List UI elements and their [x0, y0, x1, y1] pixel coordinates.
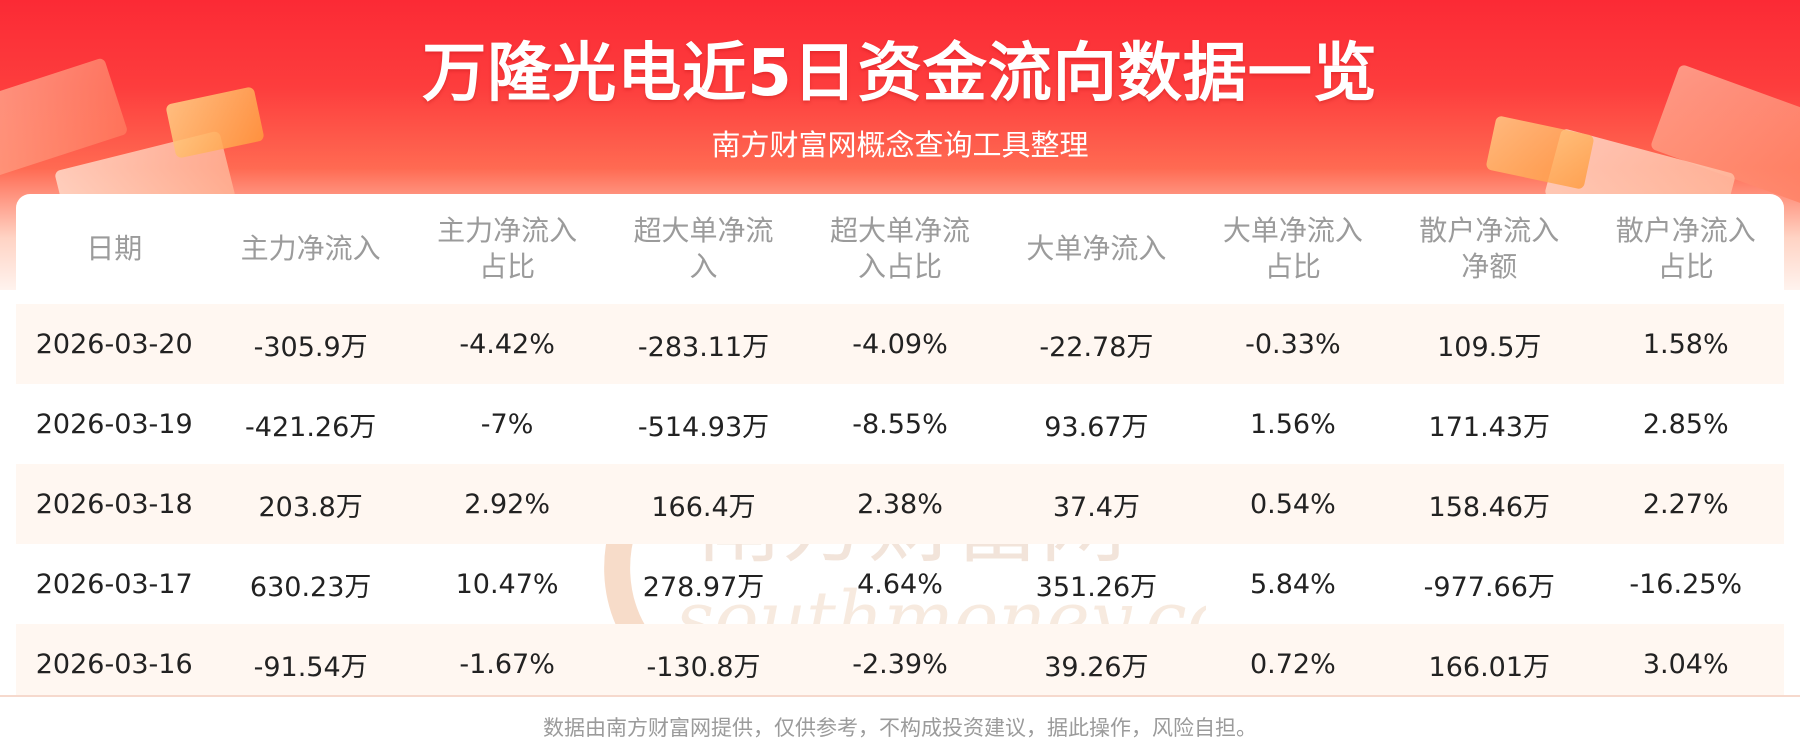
table-cell: 203.8万 [212, 464, 409, 544]
table-cell: -1.67% [408, 624, 606, 696]
table-cell: -16.25% [1629, 568, 1743, 600]
column-header: 散户净流入 净额 [1391, 194, 1587, 304]
table-cell: 2026-03-17 [35, 568, 193, 600]
table-cell: -421.26万 [245, 411, 377, 443]
page-subtitle: 南方财富网概念查询工具整理 [711, 128, 1089, 162]
column-header: 大单净流入 [998, 194, 1194, 304]
table-cell: -977.66万 [1423, 571, 1555, 603]
table-cell: -91.54万 [212, 624, 409, 696]
table-cell: 171.43万 [1428, 411, 1551, 443]
column-header-line: 占比 [1657, 250, 1714, 283]
table-header-row: 日期 主力净流入 主力净流入 占比 超大单净流入超大单净流 入占比 大单净流入 大单净流入 占比… [16, 194, 1784, 304]
table-row: 2026-03-16 -91.54万 -1.67% -130.8万 -2.39% 39.2… [16, 624, 1784, 696]
column-header-line: 散户净流入 [1615, 214, 1756, 247]
column-header-line: 超大单净流 [829, 214, 970, 247]
column-header: 散户净流入 占比 [1588, 194, 1785, 304]
table-cell: 0.72% [1194, 624, 1392, 696]
table-cell: -130.8万 [605, 624, 802, 696]
table-cell: 158.46万 [1391, 464, 1588, 544]
table-cell: -0.33% [1194, 304, 1392, 384]
column-header-line: 日期 [86, 232, 143, 265]
divider [0, 695, 1800, 697]
table-cell: 5.84% [1249, 568, 1336, 600]
table-cell: 2.92% [408, 464, 606, 544]
column-header-line: 入占比 [857, 250, 942, 283]
table-cell: 37.4万 [998, 464, 1195, 544]
table-cell: 1.56% [1249, 408, 1336, 440]
table-cell: 166.4万 [605, 464, 802, 544]
disclaimer-text: 数据由南方财富网提供，仅供参考，不构成投资建议，据此操作，风险自担。 [543, 716, 1257, 740]
table-cell: 166.01万 [1391, 624, 1588, 696]
table-cell: 2026-03-19 [35, 408, 193, 440]
table-cell: 2.38% [801, 464, 999, 544]
table-cell: -22.78万 [998, 304, 1195, 384]
table-cell: 278.97万 [642, 571, 765, 603]
table-cell: 4.64% [857, 568, 943, 600]
table-cell: 109.5万 [1391, 304, 1588, 384]
column-header-line: 大单净流入 [1026, 232, 1167, 265]
fund-flow-table: 日期 主力净流入 主力净流入 占比 超大单净流入超大单净流 入占比 大单净流入 大单净流入 占比… [16, 194, 1784, 696]
table-cell: -7% [480, 408, 534, 440]
table-cell: -2.39% [801, 624, 999, 696]
column-header: 超大单净流 入占比 [802, 194, 998, 304]
table-row: 2026-03-18 203.8万 2.92% 166.4万 2.38% 37.4万 0.5… [16, 464, 1784, 544]
table-cell: 2026-03-16 [16, 624, 213, 696]
column-header: 超大单净流入 [605, 194, 801, 304]
table-cell: 10.47% [455, 568, 559, 600]
table-row: 2026-03-20 -305.9万 -4.42% -283.11万 -4.09% -22… [16, 304, 1784, 384]
table-cell: 3.04% [1587, 624, 1784, 696]
table-cell: -283.11万 [605, 304, 802, 384]
table-cell: 1.58% [1587, 304, 1784, 384]
column-header-line: 大单净流入 [1222, 214, 1363, 247]
table-cell: -514.93万 [637, 411, 770, 443]
column-header-line: 散户净流入 [1419, 214, 1560, 247]
table-cell: -4.42% [408, 304, 606, 384]
table-cell: 2.85% [1642, 408, 1729, 440]
column-header-line: 占比 [1264, 250, 1321, 283]
table-body: 2026-03-20 -305.9万 -4.42% -283.11万 -4.09% -22… [16, 304, 1784, 696]
table-cell: 0.54% [1194, 464, 1392, 544]
table-row: 2026-03-17 630.23万 10.47% 278.97万 4.64% 351.2… [16, 544, 1784, 624]
table-cell: 351.26万 [1035, 571, 1158, 603]
table-row: 2026-03-19 -421.26万 -7% -514.93万 -8.55% 93.67… [16, 384, 1784, 464]
column-header: 日期 [16, 194, 212, 304]
table-cell: 2026-03-18 [16, 464, 213, 544]
table-cell: 630.23万 [249, 571, 372, 603]
column-header-line: 超大单净流 [633, 214, 774, 247]
page-title: 万隆光电近5日资金流向数据一览 [422, 37, 1378, 111]
data-table-card: 南方财富网 southmoney.com 日期主力净流入主力净流入占比超大单净流… [16, 194, 1784, 696]
table-cell: 39.26万 [998, 624, 1195, 696]
column-header-line: 主力净流入 [240, 232, 381, 265]
table-cell: 93.67万 [1044, 411, 1149, 443]
column-header-line: 入 [689, 250, 718, 283]
column-header-line: 净额 [1461, 250, 1518, 283]
table-cell: 2.27% [1587, 464, 1784, 544]
column-header: 主力净流入 [212, 194, 408, 304]
column-header-line: 占比 [479, 250, 536, 283]
column-header: 大单净流入 占比 [1195, 194, 1391, 304]
table-cell: 2026-03-20 [16, 304, 213, 384]
table-cell: -4.09% [801, 304, 999, 384]
table-cell: -305.9万 [212, 304, 409, 384]
column-header: 主力净流入 占比 [409, 194, 605, 304]
column-header-line: 主力净流入 [437, 214, 578, 247]
table-cell: -8.55% [852, 408, 948, 440]
